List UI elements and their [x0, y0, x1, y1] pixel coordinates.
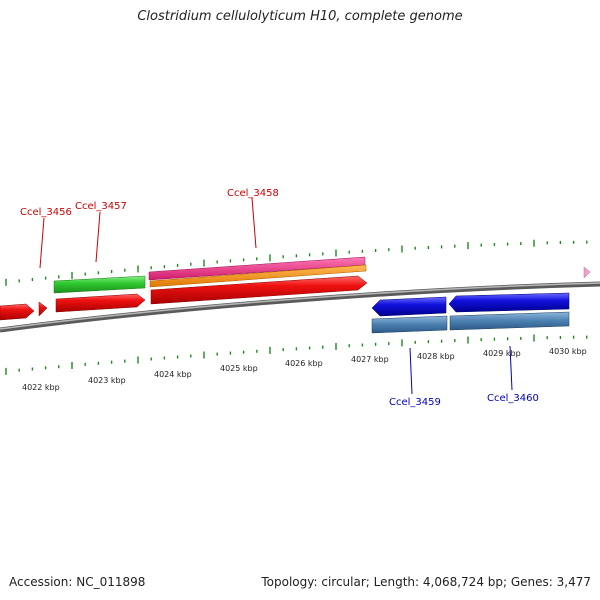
- gene-label-ccel-3458[interactable]: Ccel_3458: [227, 188, 279, 199]
- cds-arrow-ccel-3457[interactable]: [55, 293, 146, 313]
- tick-label: 4023 kbp: [88, 376, 126, 385]
- genome-summary-text: Topology: circular; Length: 4,068,724 bp…: [261, 575, 591, 589]
- gene-bar-ccel-3459[interactable]: [371, 315, 448, 334]
- tick-label: 4027 kbp: [351, 355, 389, 364]
- reverse-strand-genes: [371, 292, 570, 334]
- gene-label-ccel-3460[interactable]: Ccel_3460: [487, 393, 539, 404]
- cds-arrow-ccel-3459[interactable]: [371, 296, 447, 317]
- gene-label-ccel-3459[interactable]: Ccel_3459: [389, 397, 441, 408]
- forward-strand-genes: [0, 256, 368, 321]
- tick-label: 4025 kbp: [220, 364, 258, 373]
- tick-label: 4024 kbp: [154, 370, 192, 379]
- map-title: Clostridium cellulolyticum H10, complete…: [137, 9, 463, 24]
- continuation-marker-icon: [583, 266, 591, 279]
- gene-arrow-ccel-3455[interactable]: [0, 303, 35, 321]
- tick-row-upper: [5, 239, 588, 286]
- gene-label-ccel-3456[interactable]: Ccel_3456: [20, 207, 72, 218]
- accession-text: Accession: NC_011898: [9, 575, 146, 589]
- tick-label: 4022 kbp: [22, 383, 60, 392]
- gene-label-leaders: [39, 197, 513, 395]
- gene-bar-ccel-3460[interactable]: [449, 311, 570, 331]
- cds-arrow-ccel-3460[interactable]: [448, 292, 570, 313]
- genome-backbone: [0, 281, 600, 333]
- tick-label: 4026 kbp: [285, 359, 323, 368]
- tick-row-lower: [5, 334, 588, 375]
- cds-arrow-ccel-3458[interactable]: [150, 275, 368, 305]
- gene-bar-ccel-3457[interactable]: [53, 275, 146, 294]
- gene-label-ccel-3457[interactable]: Ccel_3457: [75, 201, 127, 212]
- gene-bar-ccel-3458-orange[interactable]: [149, 264, 367, 288]
- genome-backbone-highlight: [0, 282, 600, 330]
- gene-arrow-ccel-3456[interactable]: [38, 301, 48, 317]
- tick-label: 4029 kbp: [483, 349, 521, 358]
- tick-label: 4030 kbp: [549, 347, 587, 356]
- tick-label: 4028 kbp: [417, 352, 455, 361]
